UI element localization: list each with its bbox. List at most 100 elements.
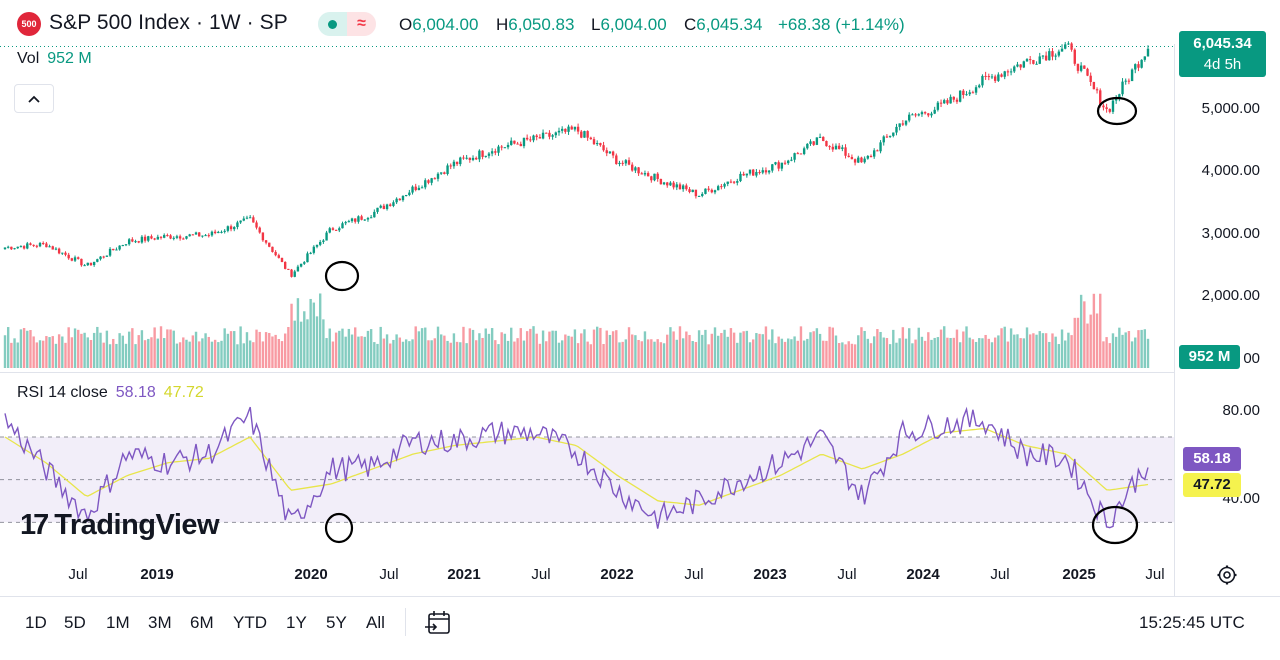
candle: [1057, 51, 1061, 56]
candle: [446, 165, 449, 174]
candle: [248, 217, 252, 219]
range-button-all[interactable]: All: [366, 613, 385, 632]
candle: [481, 150, 484, 157]
volume-bar: [344, 336, 347, 368]
candle: [436, 173, 440, 179]
candle: [112, 248, 115, 251]
candle: [863, 158, 866, 163]
range-button-6m[interactable]: 6M: [190, 613, 214, 632]
volume-bar: [510, 327, 513, 368]
candle: [478, 150, 481, 160]
volume-bar: [373, 342, 376, 368]
volume-bar: [1003, 326, 1006, 368]
candle: [354, 218, 357, 222]
volume-bar: [958, 342, 962, 368]
volume-bar: [596, 326, 599, 368]
candle: [274, 251, 277, 256]
candle: [70, 258, 74, 261]
time-axis-label: 2024: [906, 566, 940, 583]
candle: [223, 230, 226, 232]
volume-bar: [939, 329, 943, 368]
candle: [908, 114, 911, 121]
volume-bar: [401, 341, 405, 368]
volume-bar: [857, 335, 860, 368]
candle: [29, 243, 32, 245]
candle: [1022, 61, 1026, 68]
candle: [443, 172, 446, 174]
market-status-pill[interactable]: ≈: [318, 12, 376, 36]
volume-bar: [1060, 329, 1064, 368]
volume-bar: [560, 340, 564, 368]
volume-bar: [290, 303, 293, 368]
candle: [194, 232, 198, 235]
time-axis-label: Jul: [837, 566, 857, 583]
candle: [1118, 94, 1121, 99]
volume-legend-value: 952 M: [47, 50, 92, 67]
volume-bar: [666, 334, 669, 368]
volume-bar: [162, 338, 166, 368]
symbol-title[interactable]: S&P 500 Index · 1W · SP: [49, 11, 288, 34]
volume-bar: [10, 342, 13, 368]
volume-bar: [729, 328, 733, 368]
volume-bar: [287, 327, 290, 368]
candle: [86, 262, 89, 266]
volume-bar: [379, 326, 382, 368]
candle: [748, 169, 752, 174]
candle: [1137, 64, 1140, 68]
volume-bar: [443, 335, 446, 368]
candle: [293, 271, 296, 277]
compare-icon[interactable]: ≈: [347, 12, 376, 36]
candle: [131, 239, 134, 242]
volume-bar: [704, 329, 707, 368]
collapse-legend-button[interactable]: [14, 84, 54, 113]
candle: [1003, 71, 1006, 77]
range-button-5d[interactable]: 5D: [64, 613, 86, 632]
candle: [283, 261, 287, 269]
settings-icon[interactable]: [1216, 564, 1238, 586]
volume-bar: [484, 328, 487, 368]
candle: [624, 160, 628, 164]
candle: [815, 137, 819, 145]
range-button-1y[interactable]: 1Y: [286, 613, 307, 632]
volume-bar: [331, 341, 335, 368]
candle: [471, 157, 475, 160]
candle: [236, 222, 239, 228]
candle: [1013, 66, 1016, 72]
range-button-1d[interactable]: 1D: [25, 613, 47, 632]
date-range-icon[interactable]: [424, 608, 454, 638]
volume-bar: [860, 327, 863, 368]
candle: [866, 155, 870, 159]
volume-bar: [777, 336, 780, 368]
volume-bar: [713, 327, 717, 368]
range-button-3m[interactable]: 3M: [148, 613, 172, 632]
volume-bar: [589, 344, 593, 368]
candle: [395, 198, 398, 203]
volume-bar: [430, 340, 433, 368]
volume-bar: [564, 334, 567, 368]
candle: [716, 186, 720, 191]
range-button-5y[interactable]: 5Y: [326, 613, 347, 632]
time-axis-label: Jul: [68, 566, 88, 583]
candle: [1092, 81, 1096, 90]
volume-bar: [1051, 333, 1054, 368]
candle: [898, 123, 901, 127]
utc-clock[interactable]: 15:25:45 UTC: [1139, 613, 1245, 632]
candle: [124, 244, 128, 246]
candle: [650, 176, 653, 181]
candle: [19, 246, 23, 248]
volume-bar: [1022, 338, 1026, 368]
volume-bar: [545, 341, 548, 368]
candle: [271, 246, 274, 252]
pane-divider[interactable]: [0, 372, 1175, 373]
range-button-1m[interactable]: 1M: [106, 613, 130, 632]
volume-bar: [309, 298, 312, 368]
candle: [287, 268, 290, 270]
candle: [191, 234, 195, 236]
volume-bar: [223, 328, 226, 368]
volume-bar: [1092, 293, 1096, 368]
volume-bar: [748, 342, 752, 368]
rsi-axis-label: 80.00: [1222, 402, 1260, 419]
range-button-ytd[interactable]: YTD: [233, 613, 267, 632]
volume-bar: [997, 335, 1000, 368]
